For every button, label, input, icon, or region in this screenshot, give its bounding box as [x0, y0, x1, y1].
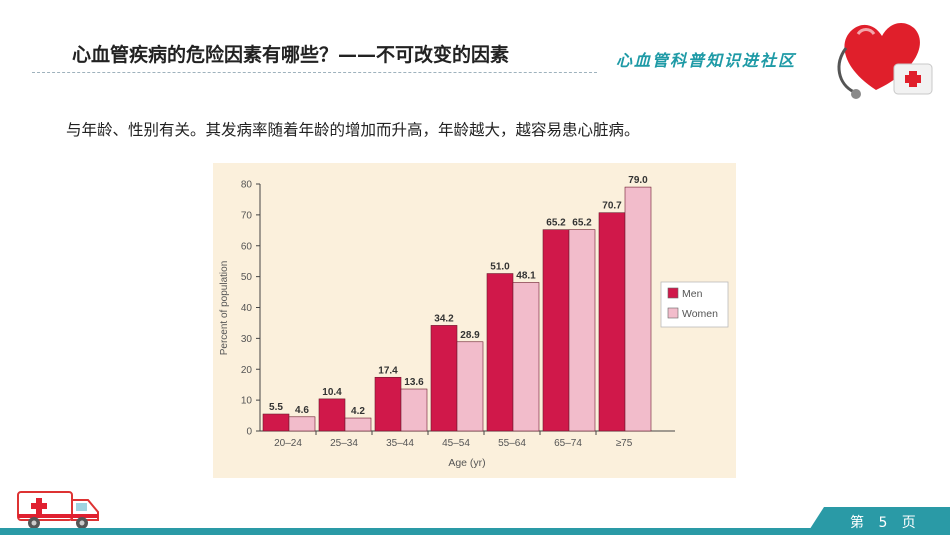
data-label-men: 5.5	[269, 402, 283, 413]
x-axis-label: Age (yr)	[448, 457, 485, 469]
bar-women	[344, 417, 372, 432]
data-label-women: 65.2	[572, 218, 592, 229]
y-tick-label: 20	[241, 365, 253, 376]
data-label-men: 34.2	[434, 313, 454, 324]
bar-men	[262, 413, 290, 432]
x-tick-label: 65–74	[554, 438, 582, 449]
bar-men	[486, 273, 514, 432]
bar-men	[318, 398, 346, 432]
data-label-men: 17.4	[378, 365, 398, 376]
data-label-men: 70.7	[602, 201, 622, 212]
bar-chart: Percent of population Age (yr) Men Women…	[219, 175, 729, 469]
bar-women	[512, 282, 540, 432]
legend-label-women: Women	[682, 308, 718, 320]
bar-women	[456, 341, 484, 432]
bar-women	[568, 229, 596, 432]
x-tick-label: 20–24	[274, 438, 302, 449]
y-tick-label: 50	[241, 272, 253, 283]
bar-women	[400, 388, 428, 432]
data-label-women: 13.6	[404, 377, 424, 388]
y-tick-label: 80	[241, 180, 253, 191]
data-label-men: 10.4	[322, 387, 342, 398]
chart-legend: Men Women	[660, 281, 729, 328]
slide-title: 心血管疾病的危险因素有哪些？——不可改变的因素	[72, 44, 510, 66]
chart-panel: Percent of population Age (yr) Men Women…	[213, 163, 736, 478]
subtitle-text: 与年龄、性别有关。其发病率随着年龄的增加而升高，年龄越大，越容易患心脏病。	[66, 121, 640, 139]
ambulance-icon	[17, 491, 99, 529]
data-label-women: 4.6	[295, 405, 309, 416]
footer-tab	[806, 507, 950, 535]
data-label-men: 51.0	[490, 262, 510, 273]
x-tick-label: 25–34	[330, 438, 358, 449]
legend-label-men: Men	[682, 288, 703, 300]
data-label-men: 65.2	[546, 218, 566, 229]
heart-stethoscope-icon	[837, 22, 933, 99]
legend-swatch-men	[667, 287, 679, 299]
x-tick-label: ≥75	[616, 438, 633, 449]
footer-bar	[0, 528, 950, 535]
y-tick-label: 10	[241, 396, 253, 407]
data-label-women: 4.2	[351, 406, 365, 417]
y-tick-label: 30	[241, 334, 253, 345]
y-tick-label: 0	[246, 427, 252, 438]
y-tick-label: 70	[241, 210, 253, 221]
bar-men	[542, 229, 570, 432]
x-tick-label: 35–44	[386, 438, 414, 449]
y-tick-label: 60	[241, 241, 253, 252]
title-divider	[32, 72, 597, 73]
plot-area: 0 10 20 30 40 50 60 70 80 20–24 5.5 4.6 25–34 10.4 4.2…	[241, 175, 652, 449]
bar-men	[430, 325, 458, 432]
page-number: 第 5 页	[850, 515, 916, 531]
bar-women	[624, 186, 652, 432]
brand-label: 心血管科普知识进社区	[616, 51, 797, 70]
data-label-women: 79.0	[628, 175, 648, 186]
y-tick-label: 40	[241, 303, 253, 314]
bar-women	[288, 416, 316, 432]
legend-swatch-women	[667, 307, 679, 319]
data-label-women: 48.1	[516, 270, 536, 281]
data-label-women: 28.9	[460, 330, 480, 341]
x-tick-label: 45–54	[442, 438, 470, 449]
y-axis-label: Percent of population	[219, 261, 230, 356]
x-tick-label: 55–64	[498, 438, 526, 449]
bar-men	[374, 376, 402, 432]
bar-men	[598, 212, 626, 432]
